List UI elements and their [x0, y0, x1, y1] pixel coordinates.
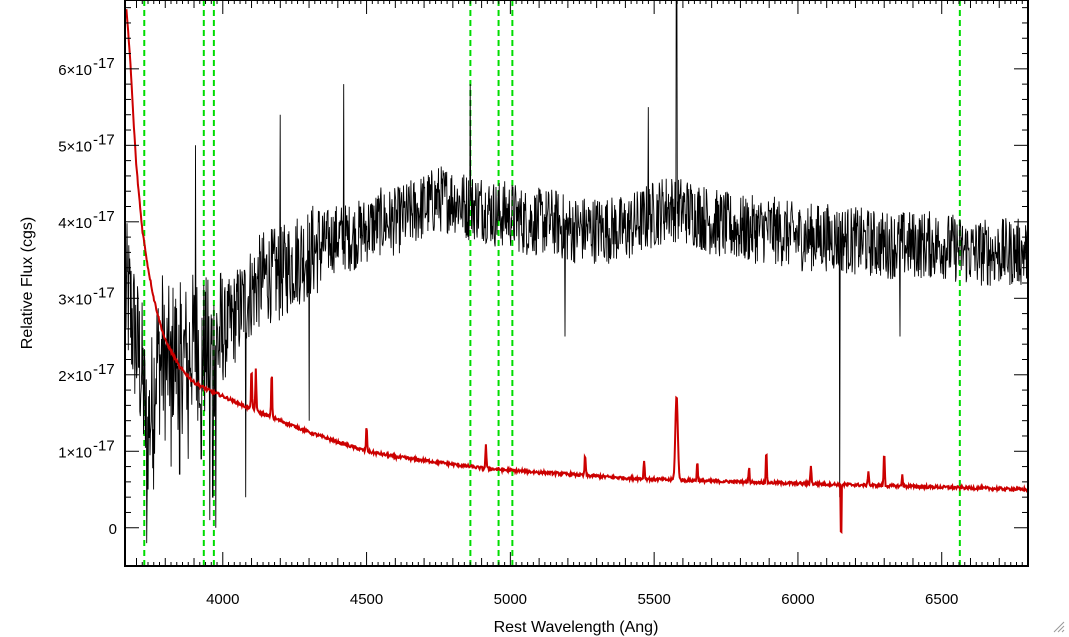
y-tick-exponent: -17: [93, 284, 115, 301]
y-tick-exponent: -17: [93, 208, 115, 225]
x-tick-label: 6000: [781, 591, 814, 608]
y-tick-label: 3×10: [58, 291, 92, 308]
series-red-continuum: [125, 9, 1029, 535]
y-axis-title: Relative Flux (cgs): [19, 217, 36, 349]
y-tick-label: 2×10: [58, 368, 92, 385]
series-black-spectrum: [125, 0, 1029, 544]
x-ticks: 4000 4500 5000 5500 6000 6500: [136, 0, 1029, 608]
y-tick-label: 0: [109, 521, 117, 538]
series-line-black: [125, 0, 1029, 544]
y-tick-exponent: -17: [93, 437, 115, 454]
y-tick-exponent: -17: [93, 131, 115, 148]
y-tick-label: 4×10: [58, 215, 92, 232]
resize-grip-icon[interactable]: [1053, 621, 1065, 633]
x-tick-label: 5000: [494, 591, 527, 608]
x-axis-title: Rest Wavelength (Ang): [494, 619, 659, 636]
y-tick-exponent: -17: [93, 55, 115, 72]
x-tick-label: 4500: [350, 591, 383, 608]
y-ticks: 01×10 -172×10 -173×10 -174×10 -175×10 -176×10…: [58, 7, 1028, 538]
y-tick-label: 5×10: [58, 138, 92, 155]
x-tick-label: 6500: [925, 591, 958, 608]
y-tick-exponent: -17: [93, 361, 115, 378]
y-tick-label: 1×10: [58, 444, 92, 461]
reference-lines: [143, 0, 961, 566]
y-tick-label: 6×10: [58, 62, 92, 79]
x-tick-label: 4000: [206, 591, 239, 608]
x-tick-label: 5500: [637, 591, 670, 608]
series-line-red: [125, 9, 1029, 535]
